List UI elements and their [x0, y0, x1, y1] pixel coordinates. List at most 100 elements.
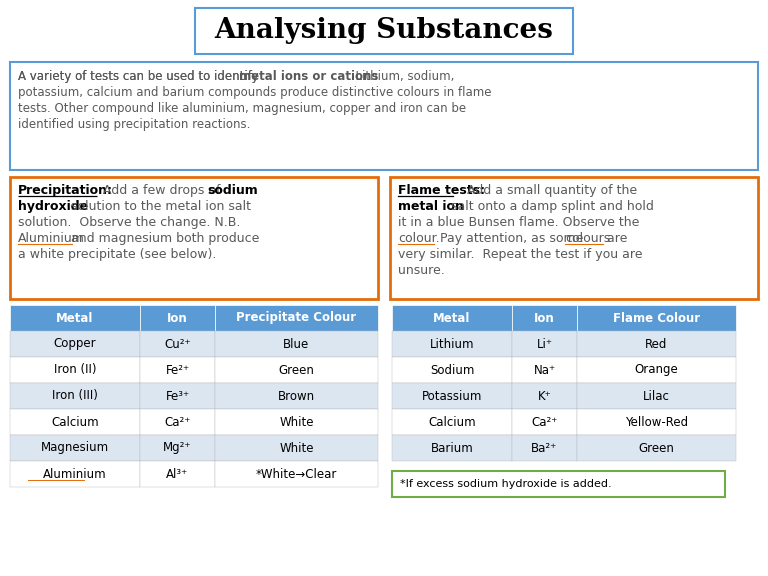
FancyBboxPatch shape	[512, 305, 577, 331]
FancyBboxPatch shape	[577, 435, 736, 461]
Text: Green: Green	[638, 441, 674, 454]
Text: Red: Red	[645, 338, 667, 351]
Text: Ion: Ion	[534, 312, 554, 324]
Text: Calcium: Calcium	[51, 415, 99, 429]
Text: Yellow-Red: Yellow-Red	[625, 415, 688, 429]
FancyBboxPatch shape	[10, 62, 758, 170]
FancyBboxPatch shape	[140, 357, 215, 383]
FancyBboxPatch shape	[577, 357, 736, 383]
Text: K⁺: K⁺	[538, 389, 551, 403]
FancyBboxPatch shape	[392, 331, 512, 357]
Text: Ba²⁺: Ba²⁺	[531, 441, 558, 454]
FancyBboxPatch shape	[577, 305, 736, 331]
FancyBboxPatch shape	[215, 331, 378, 357]
FancyBboxPatch shape	[577, 383, 736, 409]
Text: Aluminium: Aluminium	[43, 468, 107, 480]
Text: Flame tests:: Flame tests:	[398, 184, 485, 197]
FancyBboxPatch shape	[195, 8, 573, 54]
FancyBboxPatch shape	[512, 435, 577, 461]
Text: Barium: Barium	[431, 441, 473, 454]
FancyBboxPatch shape	[140, 305, 215, 331]
Text: Lilac: Lilac	[643, 389, 670, 403]
FancyBboxPatch shape	[10, 409, 140, 435]
Text: it in a blue Bunsen flame. Observe the: it in a blue Bunsen flame. Observe the	[398, 216, 640, 229]
Text: Copper: Copper	[54, 338, 96, 351]
Text: metal ion: metal ion	[398, 200, 464, 213]
Text: metal ions or cations: metal ions or cations	[240, 70, 379, 83]
Text: Add a small quantity of the: Add a small quantity of the	[463, 184, 637, 197]
Text: Li⁺: Li⁺	[537, 338, 552, 351]
FancyBboxPatch shape	[577, 331, 736, 357]
Text: A variety of tests can be used to identify: A variety of tests can be used to identi…	[18, 70, 263, 83]
Text: White: White	[280, 441, 314, 454]
Text: Metal: Metal	[433, 312, 471, 324]
Text: Magnesium: Magnesium	[41, 441, 109, 454]
FancyBboxPatch shape	[215, 305, 378, 331]
Text: and magnesium both produce: and magnesium both produce	[67, 232, 259, 245]
FancyBboxPatch shape	[215, 357, 378, 383]
Text: Lithium: Lithium	[430, 338, 475, 351]
Text: colour.: colour.	[398, 232, 439, 245]
Text: sodium: sodium	[207, 184, 258, 197]
FancyBboxPatch shape	[392, 305, 512, 331]
Text: hydroxide: hydroxide	[18, 200, 88, 213]
Text: Ca²⁺: Ca²⁺	[164, 415, 190, 429]
Text: Na⁺: Na⁺	[534, 363, 555, 377]
Text: Brown: Brown	[278, 389, 315, 403]
FancyBboxPatch shape	[512, 409, 577, 435]
Text: unsure.: unsure.	[398, 264, 445, 277]
Text: Analysing Substances: Analysing Substances	[214, 17, 554, 44]
Text: very similar.  Repeat the test if you are: very similar. Repeat the test if you are	[398, 248, 643, 261]
Text: A variety of tests can be used to identify: A variety of tests can be used to identi…	[18, 70, 263, 83]
Text: Pay attention, as some: Pay attention, as some	[435, 232, 588, 245]
FancyBboxPatch shape	[140, 409, 215, 435]
Text: are: are	[603, 232, 627, 245]
Text: tests. Other compound like aluminium, magnesium, copper and iron can be: tests. Other compound like aluminium, ma…	[18, 102, 466, 115]
Text: Precipitation:: Precipitation:	[18, 184, 113, 197]
Text: . Lithium, sodium,: . Lithium, sodium,	[348, 70, 454, 83]
FancyBboxPatch shape	[392, 435, 512, 461]
FancyBboxPatch shape	[392, 409, 512, 435]
FancyBboxPatch shape	[10, 331, 140, 357]
Text: Add a few drops of: Add a few drops of	[99, 184, 224, 197]
FancyBboxPatch shape	[10, 177, 378, 299]
Text: Fe²⁺: Fe²⁺	[165, 363, 190, 377]
FancyBboxPatch shape	[10, 461, 140, 487]
Text: solution to the metal ion salt: solution to the metal ion salt	[67, 200, 250, 213]
Text: Precipitate Colour: Precipitate Colour	[237, 312, 356, 324]
Text: Iron (II): Iron (II)	[54, 363, 96, 377]
FancyBboxPatch shape	[512, 331, 577, 357]
FancyBboxPatch shape	[392, 471, 725, 497]
Text: Flame Colour: Flame Colour	[613, 312, 700, 324]
FancyBboxPatch shape	[392, 383, 512, 409]
Text: colours: colours	[565, 232, 611, 245]
Text: Al³⁺: Al³⁺	[167, 468, 189, 480]
Text: Orange: Orange	[634, 363, 678, 377]
Text: Cu²⁺: Cu²⁺	[164, 338, 190, 351]
Text: Aluminium: Aluminium	[18, 232, 85, 245]
FancyBboxPatch shape	[10, 305, 140, 331]
FancyBboxPatch shape	[392, 357, 512, 383]
Text: solution.  Observe the change. N.B.: solution. Observe the change. N.B.	[18, 216, 240, 229]
FancyBboxPatch shape	[10, 383, 140, 409]
Text: potassium, calcium and barium compounds produce distinctive colours in flame: potassium, calcium and barium compounds …	[18, 86, 492, 99]
Text: White: White	[280, 415, 314, 429]
FancyBboxPatch shape	[140, 435, 215, 461]
Text: Mg²⁺: Mg²⁺	[164, 441, 192, 454]
Text: identified using precipitation reactions.: identified using precipitation reactions…	[18, 118, 250, 131]
FancyBboxPatch shape	[10, 357, 140, 383]
FancyBboxPatch shape	[577, 409, 736, 435]
Text: *White→Clear: *White→Clear	[256, 468, 337, 480]
FancyBboxPatch shape	[512, 357, 577, 383]
Text: salt onto a damp splint and hold: salt onto a damp splint and hold	[447, 200, 654, 213]
FancyBboxPatch shape	[215, 461, 378, 487]
FancyBboxPatch shape	[512, 383, 577, 409]
Text: Ca²⁺: Ca²⁺	[531, 415, 558, 429]
FancyBboxPatch shape	[140, 383, 215, 409]
FancyBboxPatch shape	[10, 435, 140, 461]
Text: Green: Green	[279, 363, 314, 377]
FancyBboxPatch shape	[390, 177, 758, 299]
FancyBboxPatch shape	[215, 409, 378, 435]
Text: Calcium: Calcium	[429, 415, 476, 429]
FancyBboxPatch shape	[140, 461, 215, 487]
